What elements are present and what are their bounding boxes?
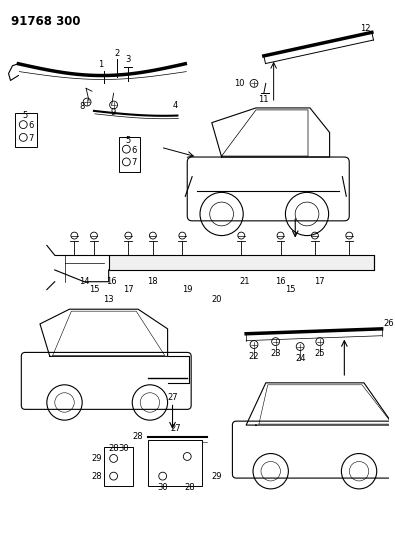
Text: 91768 300: 91768 300 [11,15,80,28]
Text: 21: 21 [239,277,249,286]
Text: 29: 29 [212,472,222,481]
Text: 11: 11 [259,94,269,103]
Text: 28: 28 [91,472,102,481]
Text: 19: 19 [182,285,192,294]
Text: 2: 2 [114,50,119,59]
FancyBboxPatch shape [187,157,349,221]
Text: 17: 17 [123,285,134,294]
Bar [104,447,133,486]
Text: 7: 7 [28,134,34,143]
Text: 15: 15 [89,285,99,294]
Text: 16: 16 [106,277,117,286]
Text: 16: 16 [275,277,286,286]
Text: 1: 1 [98,60,103,69]
Text: 12: 12 [360,24,371,33]
Text: 17: 17 [314,277,325,286]
Text: 23: 23 [270,349,281,358]
Text: 7: 7 [132,158,137,167]
Text: 29: 29 [91,454,102,463]
Text: 30: 30 [157,483,168,492]
Text: 14: 14 [79,277,89,286]
Text: 4: 4 [173,101,178,110]
Text: 5: 5 [23,111,28,120]
Text: 3: 3 [126,55,131,64]
Text: 28: 28 [184,483,194,492]
Text: 13: 13 [103,295,114,304]
Text: 6: 6 [132,146,137,155]
Bar [15,113,37,147]
Text: 24: 24 [295,354,305,363]
Text: 20: 20 [211,295,222,304]
FancyBboxPatch shape [21,352,191,409]
Text: 27: 27 [167,393,178,402]
Text: 25: 25 [314,349,325,358]
Bar [148,440,202,486]
Text: 18: 18 [148,277,158,286]
Text: 22: 22 [249,352,259,361]
Text: 28: 28 [132,432,143,441]
Text: 27: 27 [170,424,181,433]
Bar [118,138,140,172]
Text: 26: 26 [384,319,394,328]
Text: 8: 8 [79,102,85,111]
Text: 9: 9 [111,108,116,117]
Text: 15: 15 [285,285,295,294]
Text: 10: 10 [234,79,244,88]
Text: 5: 5 [126,136,131,145]
Bar [109,255,374,270]
Text: 6: 6 [28,121,34,130]
FancyBboxPatch shape [232,421,395,478]
Text: 28: 28 [108,444,119,453]
Text: 30: 30 [118,444,129,453]
